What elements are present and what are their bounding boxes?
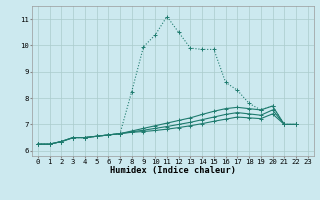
X-axis label: Humidex (Indice chaleur): Humidex (Indice chaleur) [110, 166, 236, 175]
